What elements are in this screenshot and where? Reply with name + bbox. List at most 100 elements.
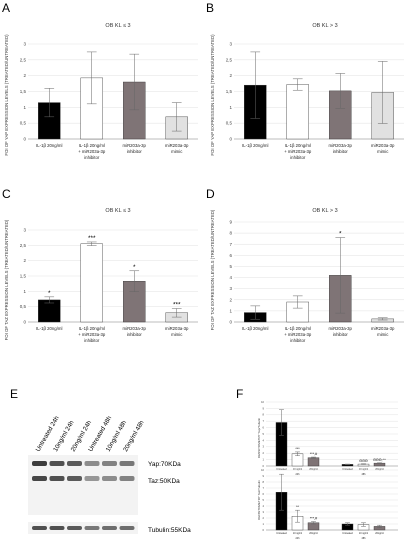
panel-b-title: OB KL > 3: [312, 23, 337, 29]
panel-c-ylabel: FOI OF TAZ EXPRESSION LEVELS (TREATED/UN…: [4, 219, 9, 340]
f-top-ytick-label: 4: [263, 438, 265, 442]
d-category-label: miR203a-3p: [371, 326, 395, 331]
f-bottom-ytick-label: 9: [263, 474, 265, 478]
panel-letter-a: A: [2, 1, 10, 15]
a-ytick-label: 2: [23, 73, 26, 78]
panel-letter-b: B: [206, 1, 214, 15]
f-top-bar: [307, 457, 320, 467]
panel-f: F DENSITOMETRY Yap/Tubulin DENSITOMETRY …: [236, 387, 398, 540]
b-ytick-label: 1: [229, 105, 232, 110]
f-top-category-label: Untreated: [342, 468, 353, 471]
b-ytick-label: 3: [229, 42, 232, 47]
b-category-label: IL-1β 20ng/ml: [242, 143, 268, 148]
c-category-label: IL-1β 20ng/ml: [79, 326, 105, 331]
f-top-group-label: 48h: [362, 473, 367, 476]
panel-letter-c: C: [2, 187, 11, 201]
f-top-ytick-label: 9: [263, 406, 265, 410]
taz-band: [67, 476, 82, 481]
a-category-label: mimic: [171, 149, 183, 154]
f-bottom-category-label: Untreated: [342, 532, 353, 535]
b-category-label: + miR203a-3p: [284, 149, 312, 154]
tubulin-membrane: [28, 522, 138, 534]
b-category-label: inhibitor: [290, 155, 306, 160]
c-significance-label: *: [133, 264, 136, 271]
d-category-label: miR203a-3p: [329, 326, 353, 331]
d-ytick-label: 2: [229, 297, 232, 302]
tubulin-band: [49, 526, 65, 530]
c-category-label: miR203a-3p: [123, 326, 147, 331]
f-top-category-label: 20ng/ml: [375, 468, 384, 471]
b-ytick-label: 2,5: [226, 57, 233, 62]
c-category-label: mimic: [171, 332, 183, 337]
panel-b-ylabel: FOI OF YAP EXPRESSION LEVELS (TREATED/UN…: [210, 34, 215, 156]
c-ytick-label: 3: [23, 228, 26, 233]
f-bottom-ytick-label: 2: [263, 516, 265, 520]
c-significance-label: *: [48, 290, 51, 297]
c-significance-label: ***: [173, 302, 181, 309]
d-category-label: IL-1β 20ng/ml: [285, 326, 311, 331]
taz-band: [119, 476, 135, 481]
panel-f-top-ylabel: DENSITOMETRY Yap/Tubulin: [257, 418, 261, 458]
c-ytick-label: 2: [23, 258, 26, 263]
f-top-significance-label: ΘΘΘ: [359, 459, 368, 463]
taz-band: [49, 476, 65, 481]
f-bottom-group-label: 24h: [296, 537, 301, 540]
panel-d-ylabel: FOI OF TAZ EXPRESSION LEVELS (TREATED/UN…: [210, 209, 215, 330]
tubulin-band: [32, 526, 47, 530]
d-ytick-label: 3: [229, 286, 232, 291]
band-label-yap: Yap:70KDa: [148, 461, 181, 468]
f-top-ytick-label: 1: [263, 458, 265, 462]
f-bottom-ytick-label: 10: [261, 468, 264, 472]
f-top-ytick-label: 10: [261, 400, 264, 404]
a-category-label: IL-1β 20ng/ml: [36, 143, 62, 148]
c-significance-label: ***: [88, 235, 96, 242]
panel-a: A OB KL ≤ 3 FOI OF YAP EXPRESSION LEVELS…: [2, 1, 198, 160]
d-category-label: mimic: [377, 332, 389, 337]
b-ytick-label: 2: [229, 73, 232, 78]
panel-a-title: OB KL ≤ 3: [105, 23, 130, 29]
f-bottom-category-label: 10 ng/ml: [359, 532, 369, 535]
yap-band: [67, 461, 82, 466]
f-bottom-significance-label: **: [296, 505, 299, 509]
panel-letter-e: E: [10, 387, 18, 401]
tubulin-band: [119, 526, 135, 530]
a-ytick-label: 1: [23, 105, 26, 110]
f-bottom-category-label: Untreated: [276, 532, 287, 535]
f-bottom-ytick-label: 1: [263, 522, 265, 526]
b-ytick-label: 0,5: [226, 121, 233, 126]
f-top-ytick-label: 0: [263, 464, 265, 468]
f-bottom-ytick-label: 4: [263, 504, 265, 508]
f-bottom-group-label: 48h: [362, 537, 367, 540]
panel-d: D OB KL > 3 FOI OF TAZ EXPRESSION LEVELS…: [206, 187, 404, 343]
f-top-ytick-label: 7: [263, 419, 265, 423]
a-ytick-label: 2,5: [20, 57, 27, 62]
c-category-label: IL-1β 20ng/ml: [36, 326, 62, 331]
f-top-significance-label: ΘΘΘ,^^: [373, 458, 386, 462]
f-top-ytick-label: 6: [263, 426, 265, 430]
panel-a-ylabel: FOI OF YAP EXPRESSION LEVELS (TREATED/UN…: [4, 34, 9, 156]
panel-c-title: OB KL ≤ 3: [105, 208, 130, 214]
yap-band: [119, 461, 135, 466]
b-category-label: miR203a-3p: [329, 143, 353, 148]
b-category-label: miR203a-3p: [371, 143, 395, 148]
yap-band: [32, 461, 47, 466]
c-category-label: + miR203a-3p: [78, 332, 106, 337]
d-category-label: IL-1β 20ng/ml: [242, 326, 268, 331]
c-category-label: miR203a-3p: [165, 326, 189, 331]
panel-letter-f: F: [236, 387, 243, 401]
f-bottom-category-label: 20ng/ml: [309, 532, 318, 535]
f-top-category-label: 10 ng/ml: [359, 468, 369, 471]
yap-band: [102, 461, 117, 466]
c-category-label: inhibitor: [127, 332, 143, 337]
d-ytick-label: 6: [229, 253, 232, 258]
yap-band: [84, 461, 100, 466]
d-significance-label: *: [339, 231, 342, 238]
band-label-tubulin: Tubulin:55KDa: [148, 527, 191, 534]
chart-f-bottom: 0 1 2 3 4 5 6 7 8 9 10 Untreated ** 10 ng/ml ***,# 20ng…: [261, 468, 398, 540]
a-category-label: inhibitor: [84, 155, 100, 160]
f-bottom-category-label: 10 ng/ml: [293, 532, 303, 535]
f-bottom-category-label: 20ng/ml: [375, 532, 384, 535]
